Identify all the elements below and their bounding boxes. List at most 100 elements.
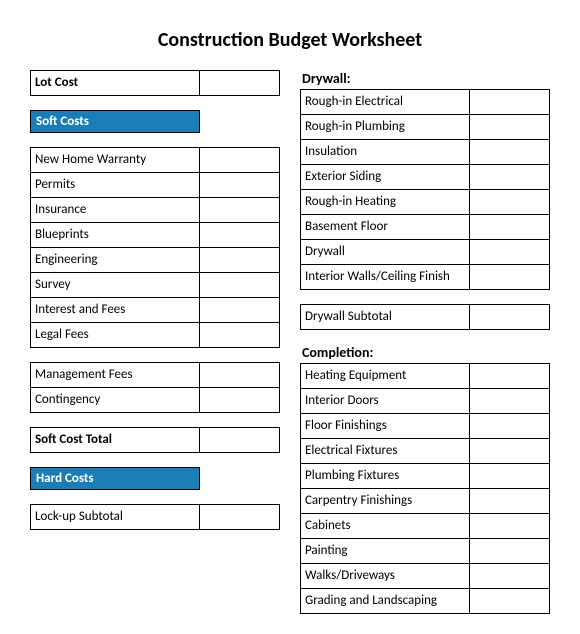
row-value: [470, 115, 550, 140]
table-row: Interest and Fees: [31, 298, 280, 323]
row-label: Walks/Driveways: [301, 564, 470, 589]
soft-cost-total-label: Soft Cost Total: [31, 428, 200, 453]
table-row: Interior Doors: [301, 389, 550, 414]
table-row: Rough-in Electrical: [301, 90, 550, 115]
row-value: [200, 248, 280, 273]
row-value: [470, 564, 550, 589]
row-label: Insurance: [31, 198, 200, 223]
table-row: Electrical Fixtures: [301, 439, 550, 464]
lot-cost-table: Lot Cost: [30, 70, 280, 96]
row-label: Painting: [301, 539, 470, 564]
soft-costs-table-1: New Home WarrantyPermitsInsuranceBluepri…: [30, 147, 280, 348]
row-label: Legal Fees: [31, 323, 200, 348]
table-row: Insulation: [301, 140, 550, 165]
table-row: Basement Floor: [301, 215, 550, 240]
table-row: Drywall: [301, 240, 550, 265]
table-row: Floor Finishings: [301, 414, 550, 439]
soft-cost-total-value: [200, 428, 280, 453]
row-value: [200, 273, 280, 298]
row-label: Heating Equipment: [301, 364, 470, 389]
lot-cost-value: [200, 71, 280, 96]
row-label: Interior Doors: [301, 389, 470, 414]
row-label: Survey: [31, 273, 200, 298]
table-row: Permits: [31, 173, 280, 198]
row-label: Rough-in Heating: [301, 190, 470, 215]
row-value: [470, 539, 550, 564]
row-label: Management Fees: [31, 363, 200, 388]
row-value: [200, 363, 280, 388]
row-value: [470, 589, 550, 614]
row-value: [470, 364, 550, 389]
row-label: Cabinets: [301, 514, 470, 539]
lockup-subtotal-table: Lock-up Subtotal: [30, 504, 280, 530]
row-value: [470, 514, 550, 539]
lockup-subtotal-value: [200, 505, 280, 530]
table-row: Rough-in Plumbing: [301, 115, 550, 140]
row-value: [200, 298, 280, 323]
right-column: Drywall: Rough-in ElectricalRough-in Plu…: [300, 70, 550, 614]
table-row: Grading and Landscaping: [301, 589, 550, 614]
row-label: Floor Finishings: [301, 414, 470, 439]
table-row: Insurance: [31, 198, 280, 223]
row-value: [200, 388, 280, 413]
soft-costs-table-2: Management FeesContingency: [30, 362, 280, 413]
row-value: [470, 414, 550, 439]
soft-cost-total-table: Soft Cost Total: [30, 427, 280, 453]
table-row: Painting: [301, 539, 550, 564]
row-value: [470, 215, 550, 240]
table-row: Exterior Siding: [301, 165, 550, 190]
row-value: [200, 223, 280, 248]
table-row: Survey: [31, 273, 280, 298]
table-row: Legal Fees: [31, 323, 280, 348]
drywall-subtotal-table: Drywall Subtotal: [300, 304, 550, 330]
row-label: Grading and Landscaping: [301, 589, 470, 614]
row-label: Exterior Siding: [301, 165, 470, 190]
completion-subhead: Completion:: [302, 344, 550, 361]
table-row: Plumbing Fixtures: [301, 464, 550, 489]
drywall-subhead: Drywall:: [302, 70, 550, 87]
row-label: Permits: [31, 173, 200, 198]
row-label: Blueprints: [31, 223, 200, 248]
row-label: Drywall: [301, 240, 470, 265]
row-value: [470, 90, 550, 115]
table-row: Blueprints: [31, 223, 280, 248]
row-label: Basement Floor: [301, 215, 470, 240]
row-value: [470, 439, 550, 464]
worksheet-columns: Lot Cost Soft Costs New Home WarrantyPer…: [30, 70, 550, 614]
drywall-subtotal-value: [470, 305, 550, 330]
row-label: Contingency: [31, 388, 200, 413]
table-row: Carpentry Finishings: [301, 489, 550, 514]
page-title: Construction Budget Worksheet: [30, 28, 550, 52]
drywall-table: Rough-in ElectricalRough-in PlumbingInsu…: [300, 89, 550, 290]
hard-costs-header: Hard Costs: [30, 467, 200, 490]
table-row: Walks/Driveways: [301, 564, 550, 589]
row-label: Rough-in Plumbing: [301, 115, 470, 140]
row-value: [470, 165, 550, 190]
row-value: [470, 489, 550, 514]
row-value: [470, 140, 550, 165]
row-value: [470, 464, 550, 489]
row-label: Plumbing Fixtures: [301, 464, 470, 489]
row-value: [200, 148, 280, 173]
row-label: Interest and Fees: [31, 298, 200, 323]
table-row: Management Fees: [31, 363, 280, 388]
table-row: Heating Equipment: [301, 364, 550, 389]
soft-costs-header: Soft Costs: [30, 110, 200, 133]
completion-table: Heating EquipmentInterior DoorsFloor Fin…: [300, 363, 550, 614]
table-row: Soft Cost Total: [31, 428, 280, 453]
table-row: Drywall Subtotal: [301, 305, 550, 330]
row-label: Engineering: [31, 248, 200, 273]
row-value: [200, 198, 280, 223]
drywall-subtotal-label: Drywall Subtotal: [301, 305, 470, 330]
row-value: [470, 389, 550, 414]
row-value: [470, 190, 550, 215]
table-row: Engineering: [31, 248, 280, 273]
row-value: [470, 240, 550, 265]
table-row: Lock-up Subtotal: [31, 505, 280, 530]
row-value: [200, 173, 280, 198]
table-row: Lot Cost: [31, 71, 280, 96]
row-label: Interior Walls/Ceiling Finish: [301, 265, 470, 290]
table-row: Rough-in Heating: [301, 190, 550, 215]
row-label: New Home Warranty: [31, 148, 200, 173]
row-label: Carpentry Finishings: [301, 489, 470, 514]
